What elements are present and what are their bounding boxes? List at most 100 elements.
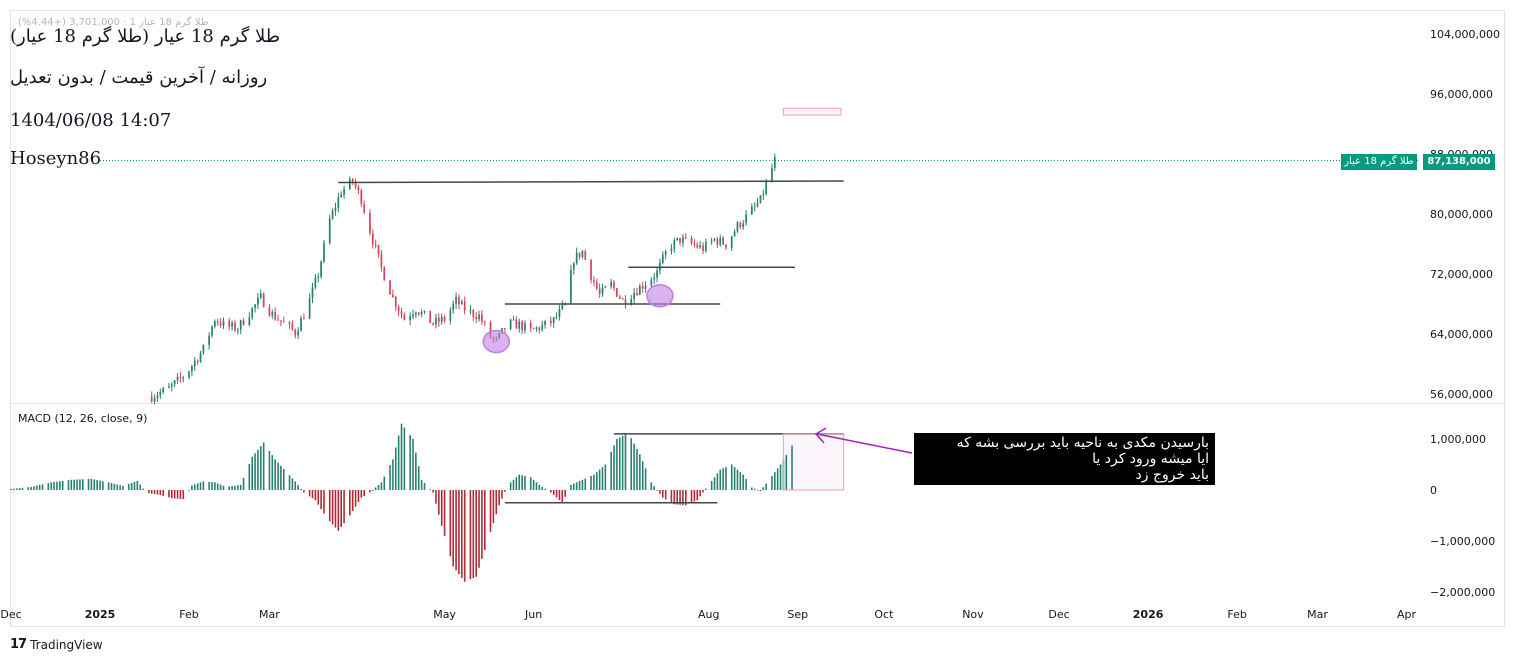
candle-body bbox=[521, 321, 523, 331]
candle-body bbox=[679, 237, 681, 243]
candle-body bbox=[159, 392, 162, 396]
macd-histogram-bar bbox=[745, 478, 747, 490]
macd-histogram-bar bbox=[461, 490, 463, 578]
macd-histogram-bar bbox=[90, 478, 93, 490]
macd-histogram-bar bbox=[440, 490, 443, 526]
macd-histogram-bar bbox=[618, 437, 621, 490]
candle-body bbox=[489, 322, 492, 338]
macd-label: MACD (12, 26, close, 9) bbox=[18, 412, 148, 425]
candle-body bbox=[661, 254, 664, 263]
macd-histogram-bar bbox=[271, 455, 274, 490]
macd-histogram-bar bbox=[529, 477, 532, 490]
chart-subtitle: روزانه / آخرین قیمت / بدون تعدیل bbox=[10, 67, 268, 88]
macd-histogram-bar bbox=[604, 464, 607, 490]
macd-histogram-bar bbox=[202, 481, 205, 490]
candle-body bbox=[771, 167, 773, 182]
horizontal-level-line[interactable] bbox=[338, 180, 844, 184]
candle-body bbox=[397, 307, 400, 312]
macd-histogram-bar bbox=[593, 474, 595, 490]
macd-histogram-bar bbox=[684, 490, 687, 506]
candle-body bbox=[328, 218, 331, 243]
candle-body bbox=[541, 325, 544, 331]
candle-body bbox=[202, 344, 205, 354]
macd-histogram-bar bbox=[581, 479, 584, 490]
candle-body bbox=[150, 396, 153, 402]
macd-histogram-bar bbox=[564, 490, 566, 497]
candle-body bbox=[262, 293, 265, 308]
macd-histogram-bar bbox=[251, 456, 253, 490]
candle-body bbox=[432, 322, 434, 325]
macd-histogram-bar bbox=[150, 490, 153, 494]
candle-body bbox=[211, 326, 213, 336]
candle-body bbox=[509, 319, 512, 330]
candle-body bbox=[188, 371, 190, 378]
macd-histogram-bar bbox=[53, 481, 55, 490]
macd-histogram-bar bbox=[558, 490, 561, 501]
chart-frame bbox=[10, 10, 1505, 627]
macd-histogram-bar bbox=[337, 490, 340, 531]
macd-histogram-bar bbox=[248, 463, 251, 490]
candle-body bbox=[478, 314, 480, 320]
candle-body bbox=[532, 328, 535, 330]
candle-body bbox=[501, 328, 503, 334]
macd-histogram-bar bbox=[736, 469, 739, 490]
macd-histogram-bar bbox=[79, 479, 81, 490]
macd-histogram-bar bbox=[27, 487, 30, 490]
macd-histogram-bar bbox=[47, 483, 50, 490]
candle-body bbox=[182, 377, 185, 379]
macd-histogram-bar bbox=[130, 482, 133, 490]
macd-histogram-bar bbox=[756, 489, 759, 491]
candle-body bbox=[690, 237, 693, 244]
macd-histogram-bar bbox=[15, 488, 18, 490]
macd-histogram-bar bbox=[521, 475, 523, 490]
macd-histogram-bar bbox=[438, 490, 440, 515]
candle-body bbox=[179, 376, 182, 378]
tradingview-logo[interactable]: 17 TradingView bbox=[10, 637, 103, 652]
candle-body bbox=[415, 312, 417, 315]
macd-histogram-bar bbox=[598, 469, 601, 490]
macd-histogram-bar bbox=[314, 490, 317, 501]
macd-histogram-bar bbox=[119, 485, 121, 490]
macd-histogram-bar bbox=[208, 481, 210, 490]
time-axis-tick-label: Feb bbox=[1227, 608, 1246, 621]
macd-histogram-bar bbox=[759, 490, 762, 492]
macd-histogram-bar bbox=[10, 488, 12, 490]
annotation-arrow[interactable] bbox=[816, 433, 913, 454]
macd-histogram-bar bbox=[733, 467, 736, 490]
macd-histogram-bar bbox=[340, 490, 343, 527]
macd-histogram-bar bbox=[196, 483, 199, 490]
candle-body bbox=[549, 320, 552, 323]
price-axis-tick-label: 104,000,000 bbox=[1430, 28, 1500, 41]
macd-histogram-bar bbox=[601, 467, 604, 490]
note-line: باید خروج زد bbox=[1135, 467, 1209, 483]
tradingview-icon: 17 bbox=[10, 637, 27, 652]
macd-highlight-zone[interactable] bbox=[782, 433, 845, 491]
annotation-note[interactable]: بارسیدن مکدی به ناحیه باید بررسی بشه که … bbox=[914, 433, 1215, 485]
macd-histogram-bar bbox=[254, 453, 256, 490]
macd-histogram-bar bbox=[765, 483, 767, 490]
candle-body bbox=[351, 178, 354, 182]
candle-body bbox=[228, 320, 231, 327]
note-line: بارسیدن مکدی به ناحیه باید بررسی بشه که bbox=[956, 435, 1209, 451]
macd-histogram-bar bbox=[791, 445, 793, 490]
price-target-zone[interactable] bbox=[782, 107, 842, 116]
highlight-ellipse[interactable] bbox=[482, 329, 511, 354]
macd-histogram-bar bbox=[389, 465, 391, 490]
candle-body bbox=[463, 301, 466, 311]
macd-histogram-bar bbox=[317, 490, 320, 505]
candle-body bbox=[483, 321, 486, 323]
candle-body bbox=[268, 307, 271, 316]
macd-histogram-bar bbox=[610, 451, 612, 490]
macd-histogram-bar bbox=[400, 423, 403, 490]
candle-body bbox=[481, 314, 483, 322]
macd-histogram-bar bbox=[641, 461, 644, 490]
macd-histogram-bar bbox=[171, 490, 173, 499]
candle-body bbox=[348, 178, 351, 189]
candle-body bbox=[340, 194, 343, 198]
highlight-ellipse[interactable] bbox=[646, 284, 674, 308]
candle-body bbox=[593, 280, 595, 283]
candle-body bbox=[524, 323, 526, 331]
macd-histogram-bar bbox=[725, 467, 727, 490]
macd-histogram-bar bbox=[122, 485, 124, 490]
